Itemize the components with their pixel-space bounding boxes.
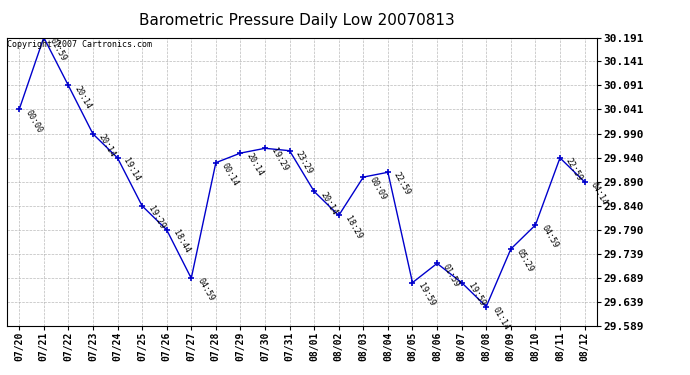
Text: Copyright 2007 Cartronics.com: Copyright 2007 Cartronics.com (8, 40, 152, 50)
Text: 01:59: 01:59 (441, 262, 462, 288)
Text: 04:59: 04:59 (195, 277, 216, 303)
Text: 00:09: 00:09 (368, 176, 388, 202)
Text: 22:59: 22:59 (564, 156, 584, 183)
Text: 19:29: 19:29 (146, 204, 166, 231)
Text: 19:14: 19:14 (121, 156, 142, 183)
Text: 19:59: 19:59 (417, 281, 437, 308)
Text: 04:14: 04:14 (589, 180, 609, 207)
Text: 01:59: 01:59 (48, 36, 68, 62)
Text: 00:00: 00:00 (23, 108, 43, 134)
Text: 19:29: 19:29 (269, 147, 290, 173)
Text: 05:29: 05:29 (515, 248, 535, 274)
Text: 18:29: 18:29 (343, 214, 363, 240)
Text: 20:14: 20:14 (72, 84, 93, 110)
Text: 23:29: 23:29 (294, 149, 314, 176)
Text: 20:14: 20:14 (97, 132, 117, 159)
Text: 00:14: 00:14 (220, 161, 240, 188)
Text: 20:14: 20:14 (318, 190, 339, 216)
Text: 18:44: 18:44 (171, 228, 191, 255)
Text: 01:14: 01:14 (491, 305, 511, 332)
Text: 20:14: 20:14 (244, 152, 265, 178)
Text: 04:59: 04:59 (540, 224, 560, 250)
Text: Barometric Pressure Daily Low 20070813: Barometric Pressure Daily Low 20070813 (139, 13, 455, 28)
Text: 19:59: 19:59 (466, 281, 486, 308)
Text: 22:59: 22:59 (392, 171, 413, 197)
